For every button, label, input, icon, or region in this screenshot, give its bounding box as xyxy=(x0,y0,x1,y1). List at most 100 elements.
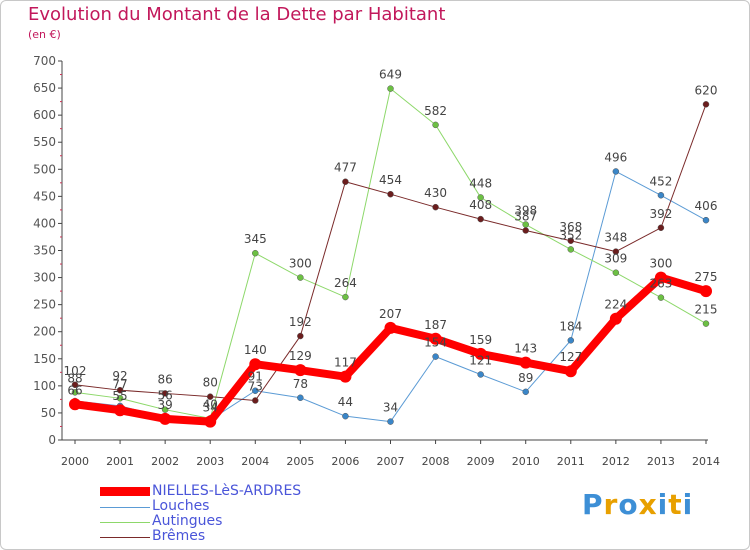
y-tick-label: 400 xyxy=(33,216,56,230)
y-tick-label: 450 xyxy=(33,189,56,203)
x-tick-label: 2003 xyxy=(196,455,224,468)
data-point xyxy=(387,85,394,92)
chart-title: Evolution du Montant de la Dette par Hab… xyxy=(28,4,446,25)
data-point xyxy=(567,337,575,344)
data-point xyxy=(294,364,307,377)
legend-label: Brêmes xyxy=(152,528,206,544)
data-point xyxy=(612,269,620,276)
data-label: 300 xyxy=(289,257,312,271)
data-point xyxy=(114,404,127,417)
data-label: 263 xyxy=(649,277,672,291)
data-point xyxy=(564,365,577,378)
data-label: 56 xyxy=(158,389,173,403)
y-tick-label: 650 xyxy=(33,81,56,95)
data-point xyxy=(657,192,665,199)
data-label: 454 xyxy=(379,173,402,187)
x-tick-label: 2005 xyxy=(286,455,314,468)
data-label: 448 xyxy=(469,176,492,190)
data-label: 224 xyxy=(604,298,627,312)
data-label: 275 xyxy=(695,270,718,284)
data-label: 430 xyxy=(424,186,447,200)
data-point xyxy=(612,168,620,175)
data-point xyxy=(297,274,304,281)
data-point xyxy=(654,271,667,284)
data-label: 215 xyxy=(695,303,718,317)
data-point xyxy=(702,101,710,108)
y-tick-label: 0 xyxy=(48,433,56,447)
data-label: 398 xyxy=(514,204,537,218)
data-label: 39 xyxy=(158,398,173,412)
x-tick-label: 2000 xyxy=(61,455,89,468)
logo-letter: i xyxy=(657,488,669,521)
legend-label: NIELLES-LèS-ARDRES xyxy=(152,483,302,499)
data-label: 92 xyxy=(112,369,127,383)
y-tick-label: 600 xyxy=(33,108,56,122)
data-point xyxy=(116,386,124,394)
x-tick-label: 2014 xyxy=(692,455,720,468)
logo-letter: P xyxy=(582,488,604,521)
data-point xyxy=(519,356,532,369)
x-tick-label: 2013 xyxy=(647,455,675,468)
x-tick-label: 2012 xyxy=(602,455,630,468)
x-tick-label: 2002 xyxy=(151,455,179,468)
data-point xyxy=(657,294,665,301)
data-label: 154 xyxy=(424,336,447,350)
logo-letter: r xyxy=(603,488,619,521)
proxiti-logo: Proxiti xyxy=(582,488,693,521)
data-point xyxy=(339,370,352,383)
data-label: 452 xyxy=(649,174,672,188)
data-label: 88 xyxy=(67,371,82,385)
data-point xyxy=(657,224,665,232)
data-point xyxy=(384,321,397,334)
data-point xyxy=(432,353,439,360)
data-label: 408 xyxy=(469,198,492,212)
y-tick-label: 250 xyxy=(33,298,56,312)
data-point xyxy=(297,394,304,402)
data-label: 184 xyxy=(559,319,582,333)
data-point xyxy=(161,390,169,397)
data-point xyxy=(477,215,484,223)
x-tick-label: 2007 xyxy=(377,455,405,468)
x-tick-label: 2004 xyxy=(241,455,269,468)
data-label: 55 xyxy=(112,389,127,403)
logo-letter: o xyxy=(618,488,639,521)
data-point xyxy=(567,237,575,245)
data-point xyxy=(69,398,81,411)
data-label: 649 xyxy=(379,68,402,82)
y-tick-label: 700 xyxy=(33,54,56,68)
data-label: 34 xyxy=(383,401,398,415)
data-label: 207 xyxy=(379,307,402,321)
data-label: 368 xyxy=(559,220,582,234)
data-label: 121 xyxy=(469,353,492,367)
data-label: 300 xyxy=(649,257,672,271)
data-point xyxy=(522,227,529,234)
y-tick-label: 50 xyxy=(41,406,56,420)
data-point xyxy=(252,387,259,394)
data-point xyxy=(342,293,349,301)
legend-swatch xyxy=(100,487,150,496)
data-label: 620 xyxy=(695,83,718,97)
y-tick-label: 150 xyxy=(33,352,56,366)
y-tick-label: 300 xyxy=(33,271,56,285)
legend-label: Louches xyxy=(152,498,210,514)
data-label: 40 xyxy=(203,397,218,411)
data-label: 89 xyxy=(518,371,533,385)
data-point xyxy=(249,358,262,371)
data-point xyxy=(612,248,620,255)
data-point xyxy=(342,178,349,185)
legend-swatch xyxy=(100,522,150,523)
x-tick-label: 2010 xyxy=(512,455,540,468)
logo-letter: i xyxy=(682,488,694,521)
data-label: 406 xyxy=(695,199,718,213)
x-tick-label: 2009 xyxy=(467,455,495,468)
data-label: 143 xyxy=(514,342,537,356)
data-label: 129 xyxy=(289,349,312,363)
data-point xyxy=(71,389,79,396)
series-autingues xyxy=(71,85,710,422)
data-label: 192 xyxy=(289,315,312,329)
data-point xyxy=(252,249,259,257)
data-label: 78 xyxy=(293,377,308,391)
x-tick-label: 2011 xyxy=(557,455,585,468)
data-point xyxy=(522,388,529,396)
